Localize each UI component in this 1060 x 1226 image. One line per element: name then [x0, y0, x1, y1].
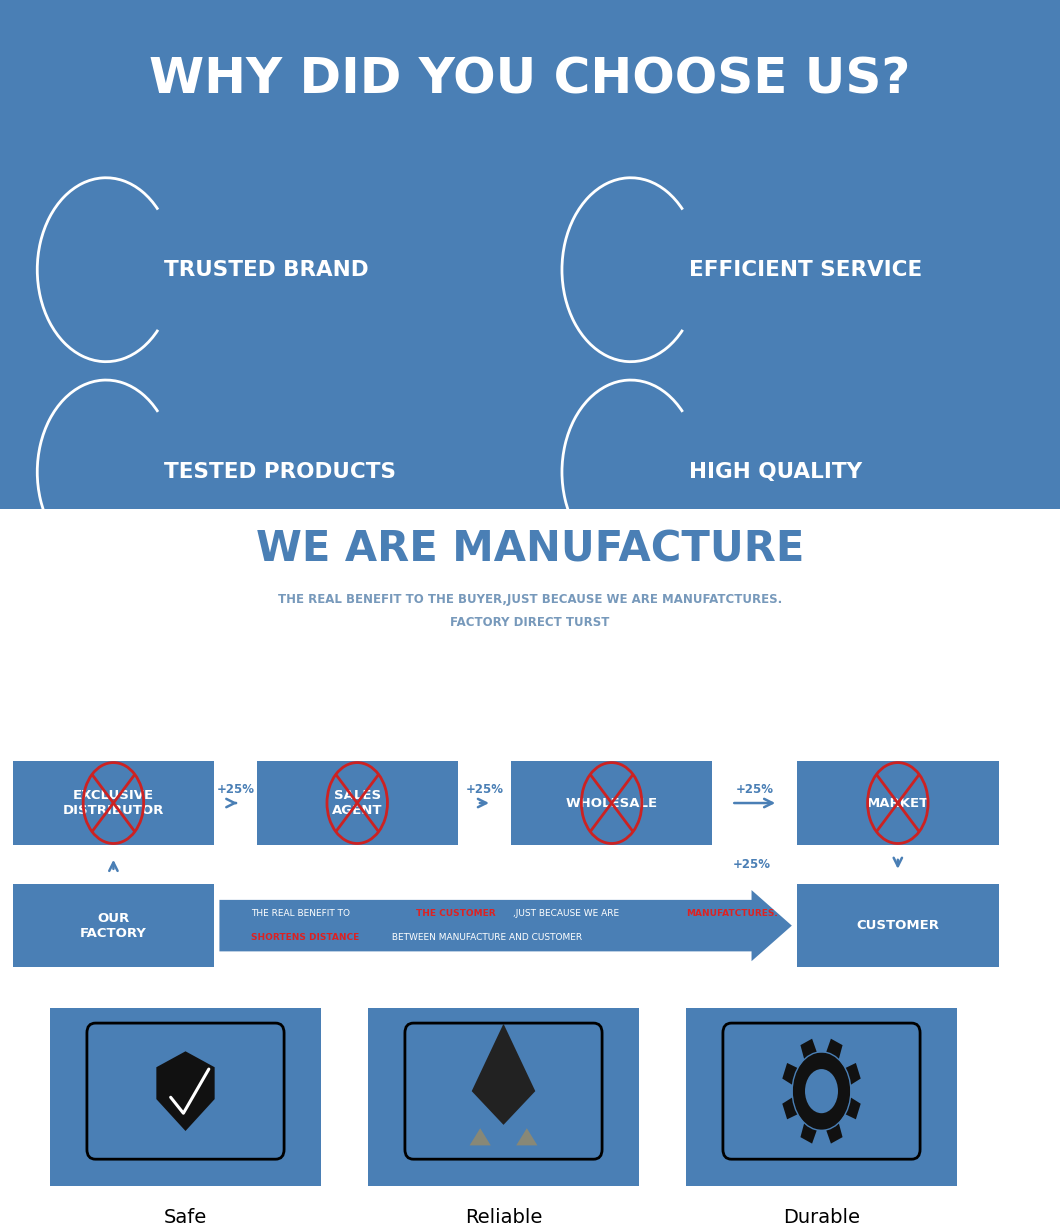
Text: +25%: +25%	[216, 782, 254, 796]
Text: EFFICIENT SERVICE: EFFICIENT SERVICE	[689, 260, 922, 280]
Text: SALES
AGENT: SALES AGENT	[332, 790, 383, 817]
FancyBboxPatch shape	[797, 761, 999, 845]
Polygon shape	[470, 1128, 491, 1145]
Polygon shape	[472, 1024, 535, 1125]
FancyBboxPatch shape	[87, 1022, 284, 1160]
Text: TRUSTED BRAND: TRUSTED BRAND	[164, 260, 369, 280]
FancyBboxPatch shape	[257, 761, 458, 845]
Polygon shape	[782, 1038, 861, 1144]
Polygon shape	[516, 1128, 537, 1145]
Text: THE CUSTOMER: THE CUSTOMER	[416, 908, 495, 918]
FancyBboxPatch shape	[511, 761, 712, 845]
Text: EXCLUSIVE
DISTRIBUTOR: EXCLUSIVE DISTRIBUTOR	[63, 790, 164, 817]
FancyBboxPatch shape	[369, 1008, 638, 1187]
FancyBboxPatch shape	[13, 884, 214, 967]
Text: WE ARE MANUFACTURE: WE ARE MANUFACTURE	[255, 528, 805, 570]
Text: +25%: +25%	[732, 858, 771, 870]
Text: WHY DID YOU CHOOSE US?: WHY DID YOU CHOOSE US?	[149, 55, 911, 104]
Text: MANUFATCTURES.: MANUFATCTURES.	[686, 908, 778, 918]
Text: HIGH QUALITY: HIGH QUALITY	[689, 462, 862, 482]
Ellipse shape	[805, 1069, 838, 1113]
Text: Durable: Durable	[783, 1209, 860, 1226]
Text: BETWEEN MANUFACTURE AND CUSTOMER: BETWEEN MANUFACTURE AND CUSTOMER	[389, 933, 582, 943]
Text: TESTED PRODUCTS: TESTED PRODUCTS	[164, 462, 396, 482]
Text: MARKET: MARKET	[867, 797, 929, 809]
FancyArrow shape	[219, 890, 792, 961]
FancyBboxPatch shape	[13, 761, 214, 845]
FancyBboxPatch shape	[50, 1008, 320, 1187]
FancyBboxPatch shape	[723, 1022, 920, 1160]
Text: +25%: +25%	[736, 782, 774, 796]
Polygon shape	[0, 0, 1060, 509]
Text: THE REAL BENEFIT TO: THE REAL BENEFIT TO	[251, 908, 353, 918]
Text: Safe: Safe	[164, 1209, 207, 1226]
Text: CUSTOMER: CUSTOMER	[856, 920, 939, 932]
Polygon shape	[157, 1051, 214, 1130]
Text: ,JUST BECAUSE WE ARE: ,JUST BECAUSE WE ARE	[513, 908, 622, 918]
FancyBboxPatch shape	[797, 884, 999, 967]
Text: OUR
FACTORY: OUR FACTORY	[80, 912, 147, 939]
Text: Reliable: Reliable	[465, 1209, 542, 1226]
Text: SHORTENS DISTANCE: SHORTENS DISTANCE	[251, 933, 359, 943]
Polygon shape	[0, 509, 1060, 1226]
FancyBboxPatch shape	[687, 1008, 956, 1187]
Text: WHOLESALE: WHOLESALE	[566, 797, 657, 809]
FancyBboxPatch shape	[405, 1022, 602, 1160]
Text: FACTORY DIRECT TURST: FACTORY DIRECT TURST	[450, 617, 610, 629]
Text: THE REAL BENEFIT TO THE BUYER,JUST BECAUSE WE ARE MANUFATCTURES.: THE REAL BENEFIT TO THE BUYER,JUST BECAU…	[278, 593, 782, 606]
Text: +25%: +25%	[465, 782, 503, 796]
